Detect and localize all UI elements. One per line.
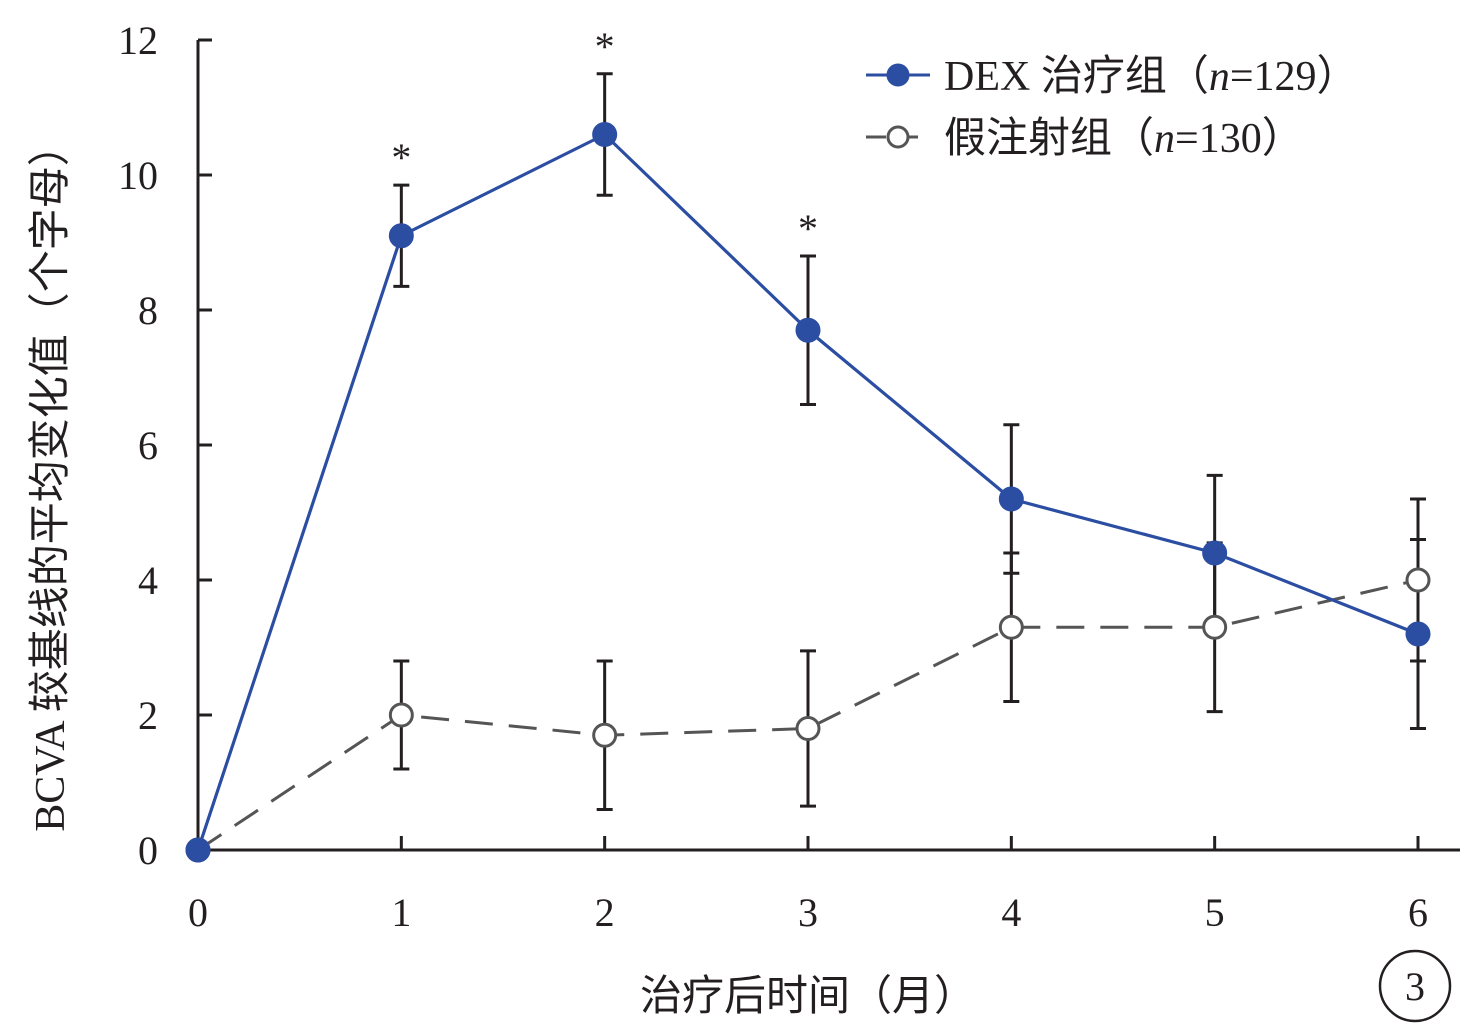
legend: DEX 治疗组（n=129）假注射组（n=130） <box>866 54 1359 162</box>
x-tick-label: 1 <box>391 890 411 935</box>
panel-label-badge: 3 <box>1378 949 1452 1023</box>
x-tick-label: 5 <box>1205 890 1225 935</box>
x-axis: 0 1 2 3 4 5 6 <box>188 836 1460 935</box>
data-point <box>592 722 618 748</box>
legend-label: DEX 治疗组（n=129） <box>944 54 1359 100</box>
x-tick-label: 4 <box>1001 890 1021 935</box>
y-tick-label: 0 <box>138 828 158 873</box>
legend-item: 假注射组（n=130） <box>866 115 1304 162</box>
y-tick-label: 4 <box>138 558 158 603</box>
panel-label-circle <box>1378 949 1452 1023</box>
data-point <box>1202 540 1228 566</box>
legend-item: DEX 治疗组（n=129） <box>866 54 1359 100</box>
x-tick-label: 0 <box>188 890 208 935</box>
data-point <box>795 317 821 343</box>
legend-label-prefix: DEX 治疗组（ <box>944 54 1209 100</box>
y-tick-label: 6 <box>138 423 158 468</box>
x-axis-title: 治疗后时间（月） <box>640 974 976 1020</box>
y-tick-label: 8 <box>138 288 158 333</box>
x-tick-label: 2 <box>595 890 615 935</box>
legend-label: 假注射组（n=130） <box>944 115 1304 162</box>
data-point <box>388 223 414 249</box>
y-tick-label: 2 <box>138 693 158 738</box>
legend-label-n: n <box>1209 54 1230 100</box>
significance-star: * <box>798 206 818 251</box>
significance-star: * <box>595 24 615 69</box>
significance-star: * <box>391 135 411 180</box>
y-axis-title: BCVA 较基线的平均变化值（个字母） <box>27 124 74 831</box>
data-point <box>795 716 821 741</box>
data-point <box>998 486 1024 512</box>
data-point <box>592 122 618 147</box>
y-tick-label: 10 <box>118 153 158 198</box>
data-point <box>1202 614 1228 640</box>
legend-label-prefix: 假注射组（ <box>944 115 1154 162</box>
legend-label-suffix: =129） <box>1230 54 1359 100</box>
legend-label-n: n <box>1154 116 1175 162</box>
x-tick-label: 6 <box>1408 890 1428 935</box>
legend-swatch-marker <box>886 63 910 87</box>
series-layer <box>185 72 1431 863</box>
data-point <box>1405 567 1431 593</box>
y-axis: 0 2 4 6 8 10 12 <box>118 18 212 873</box>
significance-markers: * * * <box>391 24 818 251</box>
data-point <box>998 614 1024 640</box>
series-group <box>197 497 1426 852</box>
data-point <box>1405 621 1431 647</box>
legend-swatch-marker <box>886 125 910 149</box>
legend-label-suffix: =130） <box>1175 116 1304 162</box>
data-point <box>388 702 414 728</box>
y-tick-label: 12 <box>118 18 158 63</box>
x-tick-label: 3 <box>798 890 818 935</box>
data-point <box>185 837 211 863</box>
panel-label: 3 <box>1405 964 1425 1009</box>
